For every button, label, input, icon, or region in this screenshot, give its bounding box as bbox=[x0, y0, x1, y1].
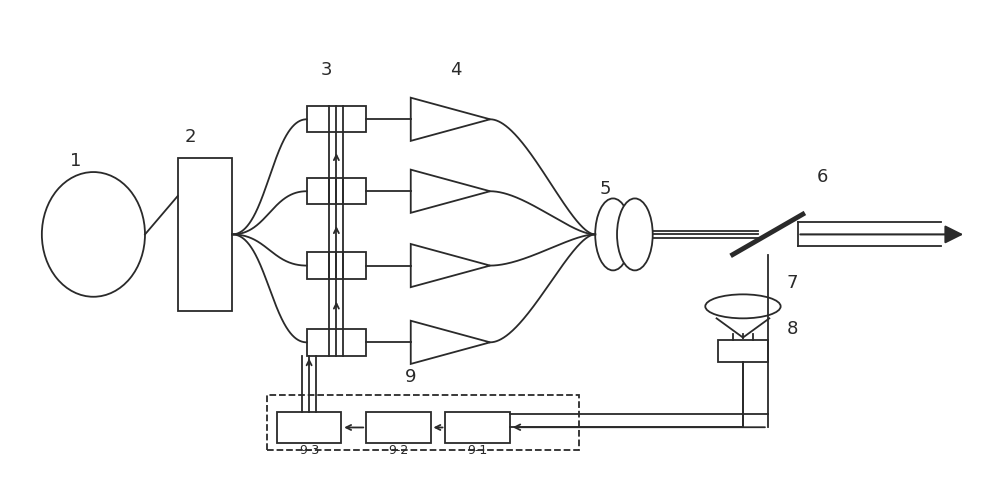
Text: 4: 4 bbox=[450, 61, 461, 79]
Text: 6: 6 bbox=[817, 168, 828, 186]
Bar bbox=[178, 158, 232, 311]
Text: 9: 9 bbox=[405, 367, 416, 386]
Bar bbox=[718, 340, 768, 362]
Text: 8: 8 bbox=[787, 320, 798, 338]
Text: 9-2: 9-2 bbox=[388, 444, 408, 457]
Bar bbox=[307, 178, 366, 204]
Bar bbox=[277, 412, 341, 443]
Text: 9-3: 9-3 bbox=[299, 444, 319, 457]
Ellipse shape bbox=[705, 294, 781, 318]
Text: 1: 1 bbox=[70, 152, 81, 170]
Text: 3: 3 bbox=[321, 61, 332, 79]
Ellipse shape bbox=[617, 199, 653, 270]
Bar bbox=[307, 106, 366, 132]
Bar bbox=[445, 412, 510, 443]
Text: 5: 5 bbox=[599, 181, 611, 199]
Text: 7: 7 bbox=[787, 274, 798, 292]
Bar bbox=[267, 395, 579, 450]
Ellipse shape bbox=[595, 199, 631, 270]
Bar bbox=[307, 329, 366, 356]
Text: 9-1: 9-1 bbox=[468, 444, 488, 457]
Bar bbox=[366, 412, 431, 443]
Bar bbox=[307, 252, 366, 279]
Ellipse shape bbox=[42, 172, 145, 297]
Text: 2: 2 bbox=[185, 128, 196, 146]
